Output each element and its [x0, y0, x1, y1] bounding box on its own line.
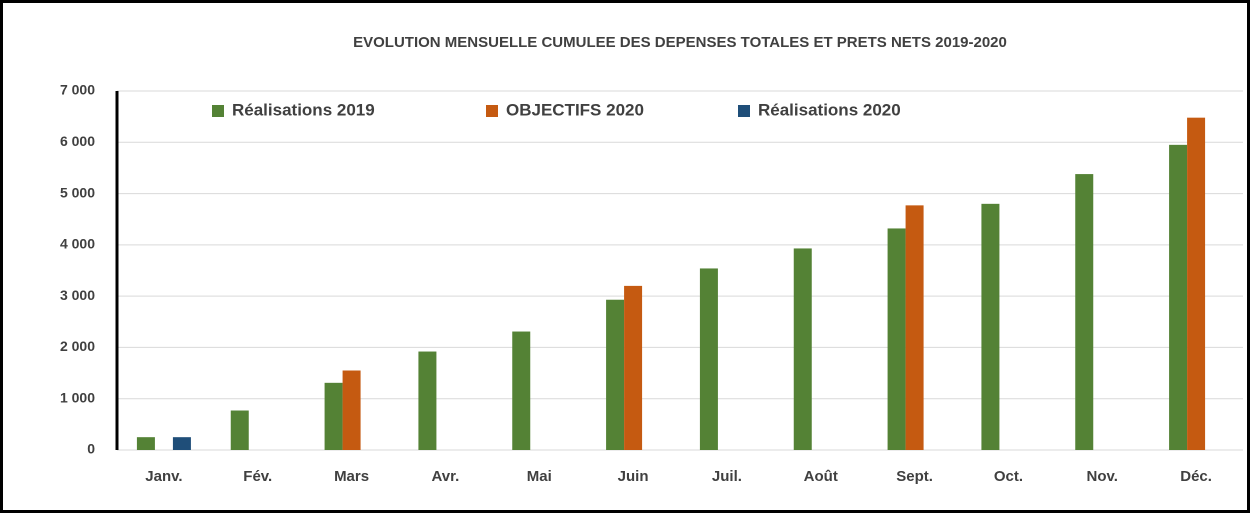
legend-label: Réalisations 2019	[232, 100, 375, 119]
y-tick-label: 6 000	[60, 133, 95, 149]
bar	[699, 268, 718, 450]
y-tick-label: 7 000	[60, 82, 95, 98]
x-tick-label: Juin	[618, 468, 649, 485]
bar	[342, 370, 361, 450]
x-tick-label: Fév.	[243, 468, 272, 485]
y-tick-label: 2 000	[60, 338, 95, 354]
x-tick-label: Déc.	[1180, 468, 1212, 485]
x-tick-label: Juil.	[712, 468, 742, 485]
x-tick-label: Mai	[527, 468, 552, 485]
bar	[606, 299, 625, 450]
bar	[1075, 174, 1094, 450]
bar	[418, 351, 437, 450]
bar	[887, 228, 906, 450]
bar	[1187, 117, 1206, 450]
chart-title: EVOLUTION MENSUELLE CUMULEE DES DEPENSES…	[353, 34, 1007, 51]
bar	[905, 205, 924, 450]
x-tick-label: Mars	[334, 468, 369, 485]
x-tick-label: Janv.	[145, 468, 182, 485]
x-tick-label: Oct.	[994, 468, 1023, 485]
y-tick-label: 5 000	[60, 184, 95, 200]
bar	[324, 382, 343, 450]
bar	[512, 331, 531, 450]
bar	[1169, 144, 1188, 450]
legend-label: OBJECTIFS 2020	[506, 100, 644, 119]
bar	[136, 437, 155, 450]
x-tick-label: Sept.	[896, 468, 933, 485]
legend-swatch	[738, 105, 750, 117]
bar	[172, 437, 191, 450]
x-tick-label: Avr.	[432, 468, 460, 485]
bar	[624, 285, 643, 450]
y-tick-label: 4 000	[60, 236, 95, 252]
x-tick-label: Août	[804, 468, 838, 485]
bar	[981, 203, 1000, 450]
y-tick-label: 3 000	[60, 287, 95, 303]
bar	[793, 248, 812, 450]
y-tick-label: 0	[87, 441, 95, 457]
bar	[230, 410, 249, 450]
y-tick-label: 1 000	[60, 389, 95, 405]
legend-label: Réalisations 2020	[758, 100, 901, 119]
x-tick-label: Nov.	[1087, 468, 1118, 485]
legend-swatch	[212, 105, 224, 117]
legend-swatch	[486, 105, 498, 117]
